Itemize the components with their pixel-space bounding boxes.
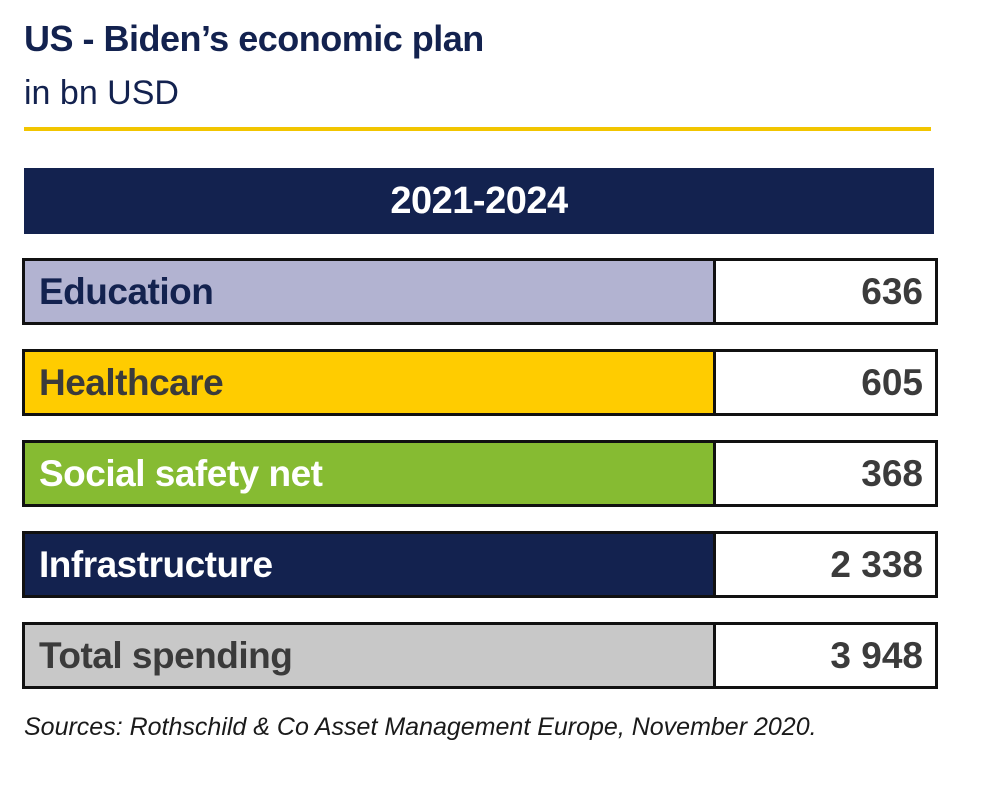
period-label: 2021-2024 xyxy=(390,179,568,222)
row-divider xyxy=(713,261,716,322)
chart-title: US - Biden’s economic plan xyxy=(24,18,484,59)
row-divider xyxy=(713,443,716,504)
row-label: Education xyxy=(25,261,713,322)
row-value: 3 948 xyxy=(716,625,935,686)
row-divider xyxy=(713,625,716,686)
table-row: Education 636 xyxy=(22,258,938,325)
row-value: 368 xyxy=(716,443,935,504)
table-row: Social safety net 368 xyxy=(22,440,938,507)
period-header: 2021-2024 xyxy=(24,168,934,234)
row-divider xyxy=(713,352,716,413)
chart-subtitle: in bn USD xyxy=(24,74,179,112)
source-note: Sources: Rothschild & Co Asset Managemen… xyxy=(24,713,817,741)
row-divider xyxy=(713,534,716,595)
row-value: 605 xyxy=(716,352,935,413)
table-row: Total spending 3 948 xyxy=(22,622,938,689)
title-underline xyxy=(24,127,931,131)
row-value: 2 338 xyxy=(716,534,935,595)
row-value: 636 xyxy=(716,261,935,322)
row-label: Healthcare xyxy=(25,352,713,413)
table-row: Infrastructure 2 338 xyxy=(22,531,938,598)
row-label: Total spending xyxy=(25,625,713,686)
table-row: Healthcare 605 xyxy=(22,349,938,416)
row-label: Infrastructure xyxy=(25,534,713,595)
row-label: Social safety net xyxy=(25,443,713,504)
